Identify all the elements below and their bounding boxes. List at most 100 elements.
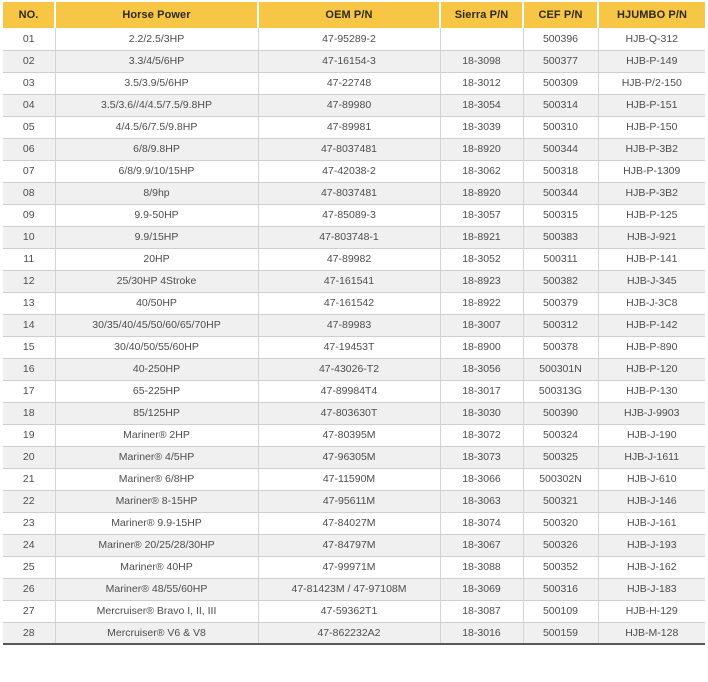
cell-hjumbo-pn: HJB-P-130	[597, 380, 705, 403]
cell-cef-pn: 500344	[522, 182, 598, 205]
cell-oem-pn: 47-161542	[257, 292, 440, 315]
table-row: 05 4/4.5/6/7.5/9.8HP 47-89981 18-3039 500310…	[3, 116, 705, 139]
cell-horse-power: 8/9hp	[54, 182, 258, 205]
cell-sierra-pn: 18-3062	[439, 160, 523, 183]
cell-sierra-pn: 18-8920	[439, 138, 523, 161]
cell-oem-pn: 47-8037481	[257, 182, 440, 205]
cell-oem-pn: 47-80395M	[257, 424, 440, 447]
cell-hjumbo-pn: HJB-P-125	[597, 204, 705, 227]
cell-no: 14	[3, 314, 55, 337]
cell-horse-power: Mariner® 48/55/60HP	[54, 578, 258, 601]
cell-oem-pn: 47-22748	[257, 72, 440, 95]
parts-table-body: 01 2.2/2.5/3HP 47-95289-2 500396 HJB-Q-312 02…	[3, 28, 705, 645]
cell-hjumbo-pn: HJB-J-146	[597, 490, 705, 513]
cell-hjumbo-pn: HJB-P-3B2	[597, 182, 705, 205]
cell-hjumbo-pn: HJB-P-151	[597, 94, 705, 117]
table-row: 18 85/125HP 47-803630T 18-3030 500390 HJB-J-9…	[3, 402, 705, 425]
cell-sierra-pn: 18-3074	[439, 512, 523, 535]
cell-no: 08	[3, 182, 55, 205]
cell-oem-pn: 47-161541	[257, 270, 440, 293]
cell-cef-pn: 500383	[522, 226, 598, 249]
cell-horse-power: Mariner® 2HP	[54, 424, 258, 447]
cell-cef-pn: 500382	[522, 270, 598, 293]
cell-oem-pn: 47-803630T	[257, 402, 440, 425]
cell-sierra-pn: 18-3067	[439, 534, 523, 557]
cell-sierra-pn: 18-8920	[439, 182, 523, 205]
cell-oem-pn: 47-43026-T2	[257, 358, 440, 381]
cell-cef-pn: 500324	[522, 424, 598, 447]
table-row: 07 6/8/9.9/10/15HP 47-42038-2 18-3062 500318…	[3, 160, 705, 183]
cell-oem-pn: 47-803748-1	[257, 226, 440, 249]
cell-hjumbo-pn: HJB-J-161	[597, 512, 705, 535]
cell-no: 17	[3, 380, 55, 403]
cell-oem-pn: 47-95289-2	[257, 28, 440, 51]
cell-no: 15	[3, 336, 55, 359]
cell-no: 22	[3, 490, 55, 513]
parts-table-header: NO. Horse Power OEM P/N Sierra P/N CEF P/N HJ…	[3, 2, 705, 28]
cell-no: 27	[3, 600, 55, 623]
parts-table: NO. Horse Power OEM P/N Sierra P/N CEF P/N HJ…	[3, 2, 705, 645]
cell-sierra-pn	[439, 28, 523, 51]
cell-hjumbo-pn: HJB-J-190	[597, 424, 705, 447]
column-header-hjumbo-pn: HJUMBO P/N	[597, 2, 705, 28]
cell-sierra-pn: 18-3030	[439, 402, 523, 425]
cell-oem-pn: 47-8037481	[257, 138, 440, 161]
cell-horse-power: 6/8/9.8HP	[54, 138, 258, 161]
cell-sierra-pn: 18-3007	[439, 314, 523, 337]
table-row: 08 8/9hp 47-8037481 18-8920 500344 HJB-P-3B2	[3, 182, 705, 205]
cell-horse-power: Mariner® 4/5HP	[54, 446, 258, 469]
cell-horse-power: 25/30HP 4Stroke	[54, 270, 258, 293]
cell-hjumbo-pn: HJB-P-149	[597, 50, 705, 73]
cell-cef-pn: 500320	[522, 512, 598, 535]
cell-cef-pn: 500311	[522, 248, 598, 271]
cell-oem-pn: 47-89980	[257, 94, 440, 117]
cell-oem-pn: 47-89982	[257, 248, 440, 271]
cell-horse-power: 3.5/3.9/5/6HP	[54, 72, 258, 95]
cell-oem-pn: 47-95611M	[257, 490, 440, 513]
cell-no: 19	[3, 424, 55, 447]
cell-no: 01	[3, 28, 55, 51]
cell-no: 16	[3, 358, 55, 381]
cell-hjumbo-pn: HJB-P-3B2	[597, 138, 705, 161]
cell-cef-pn: 500313G	[522, 380, 598, 403]
cell-hjumbo-pn: HJB-J-610	[597, 468, 705, 491]
cell-cef-pn: 500378	[522, 336, 598, 359]
cell-horse-power: 30/35/40/45/50/60/65/70HP	[54, 314, 258, 337]
cell-no: 03	[3, 72, 55, 95]
cell-sierra-pn: 18-3039	[439, 116, 523, 139]
cell-sierra-pn: 18-3066	[439, 468, 523, 491]
cell-horse-power: 85/125HP	[54, 402, 258, 425]
table-row: 19 Mariner® 2HP 47-80395M 18-3072 500324 HJB-…	[3, 424, 705, 447]
cell-horse-power: 40/50HP	[54, 292, 258, 315]
cell-horse-power: 4/4.5/6/7.5/9.8HP	[54, 116, 258, 139]
cell-horse-power: 9.9-50HP	[54, 204, 258, 227]
cell-oem-pn: 47-96305M	[257, 446, 440, 469]
cell-no: 23	[3, 512, 55, 535]
cell-hjumbo-pn: HJB-P-150	[597, 116, 705, 139]
cell-sierra-pn: 18-8900	[439, 336, 523, 359]
cell-no: 12	[3, 270, 55, 293]
cell-oem-pn: 47-862232A2	[257, 622, 440, 645]
cell-hjumbo-pn: HJB-H-129	[597, 600, 705, 623]
cell-sierra-pn: 18-3016	[439, 622, 523, 645]
cell-sierra-pn: 18-3063	[439, 490, 523, 513]
table-row: 20 Mariner® 4/5HP 47-96305M 18-3073 500325 HJ…	[3, 446, 705, 469]
cell-oem-pn: 47-19453T	[257, 336, 440, 359]
cell-cef-pn: 500109	[522, 600, 598, 623]
cell-horse-power: 30/40/50/55/60HP	[54, 336, 258, 359]
cell-cef-pn: 500352	[522, 556, 598, 579]
cell-cef-pn: 500316	[522, 578, 598, 601]
column-header-sierra-pn: Sierra P/N	[439, 2, 523, 28]
column-header-horse-power: Horse Power	[54, 2, 258, 28]
cell-cef-pn: 500396	[522, 28, 598, 51]
cell-hjumbo-pn: HJB-J-162	[597, 556, 705, 579]
cell-horse-power: 2.2/2.5/3HP	[54, 28, 258, 51]
cell-cef-pn: 500379	[522, 292, 598, 315]
cell-no: 11	[3, 248, 55, 271]
table-row: 04 3.5/3.6//4/4.5/7.5/9.8HP 47-89980 18-305…	[3, 94, 705, 117]
cell-sierra-pn: 18-3054	[439, 94, 523, 117]
cell-no: 02	[3, 50, 55, 73]
cell-no: 18	[3, 402, 55, 425]
cell-hjumbo-pn: HJB-M-128	[597, 622, 705, 645]
cell-sierra-pn: 18-3088	[439, 556, 523, 579]
